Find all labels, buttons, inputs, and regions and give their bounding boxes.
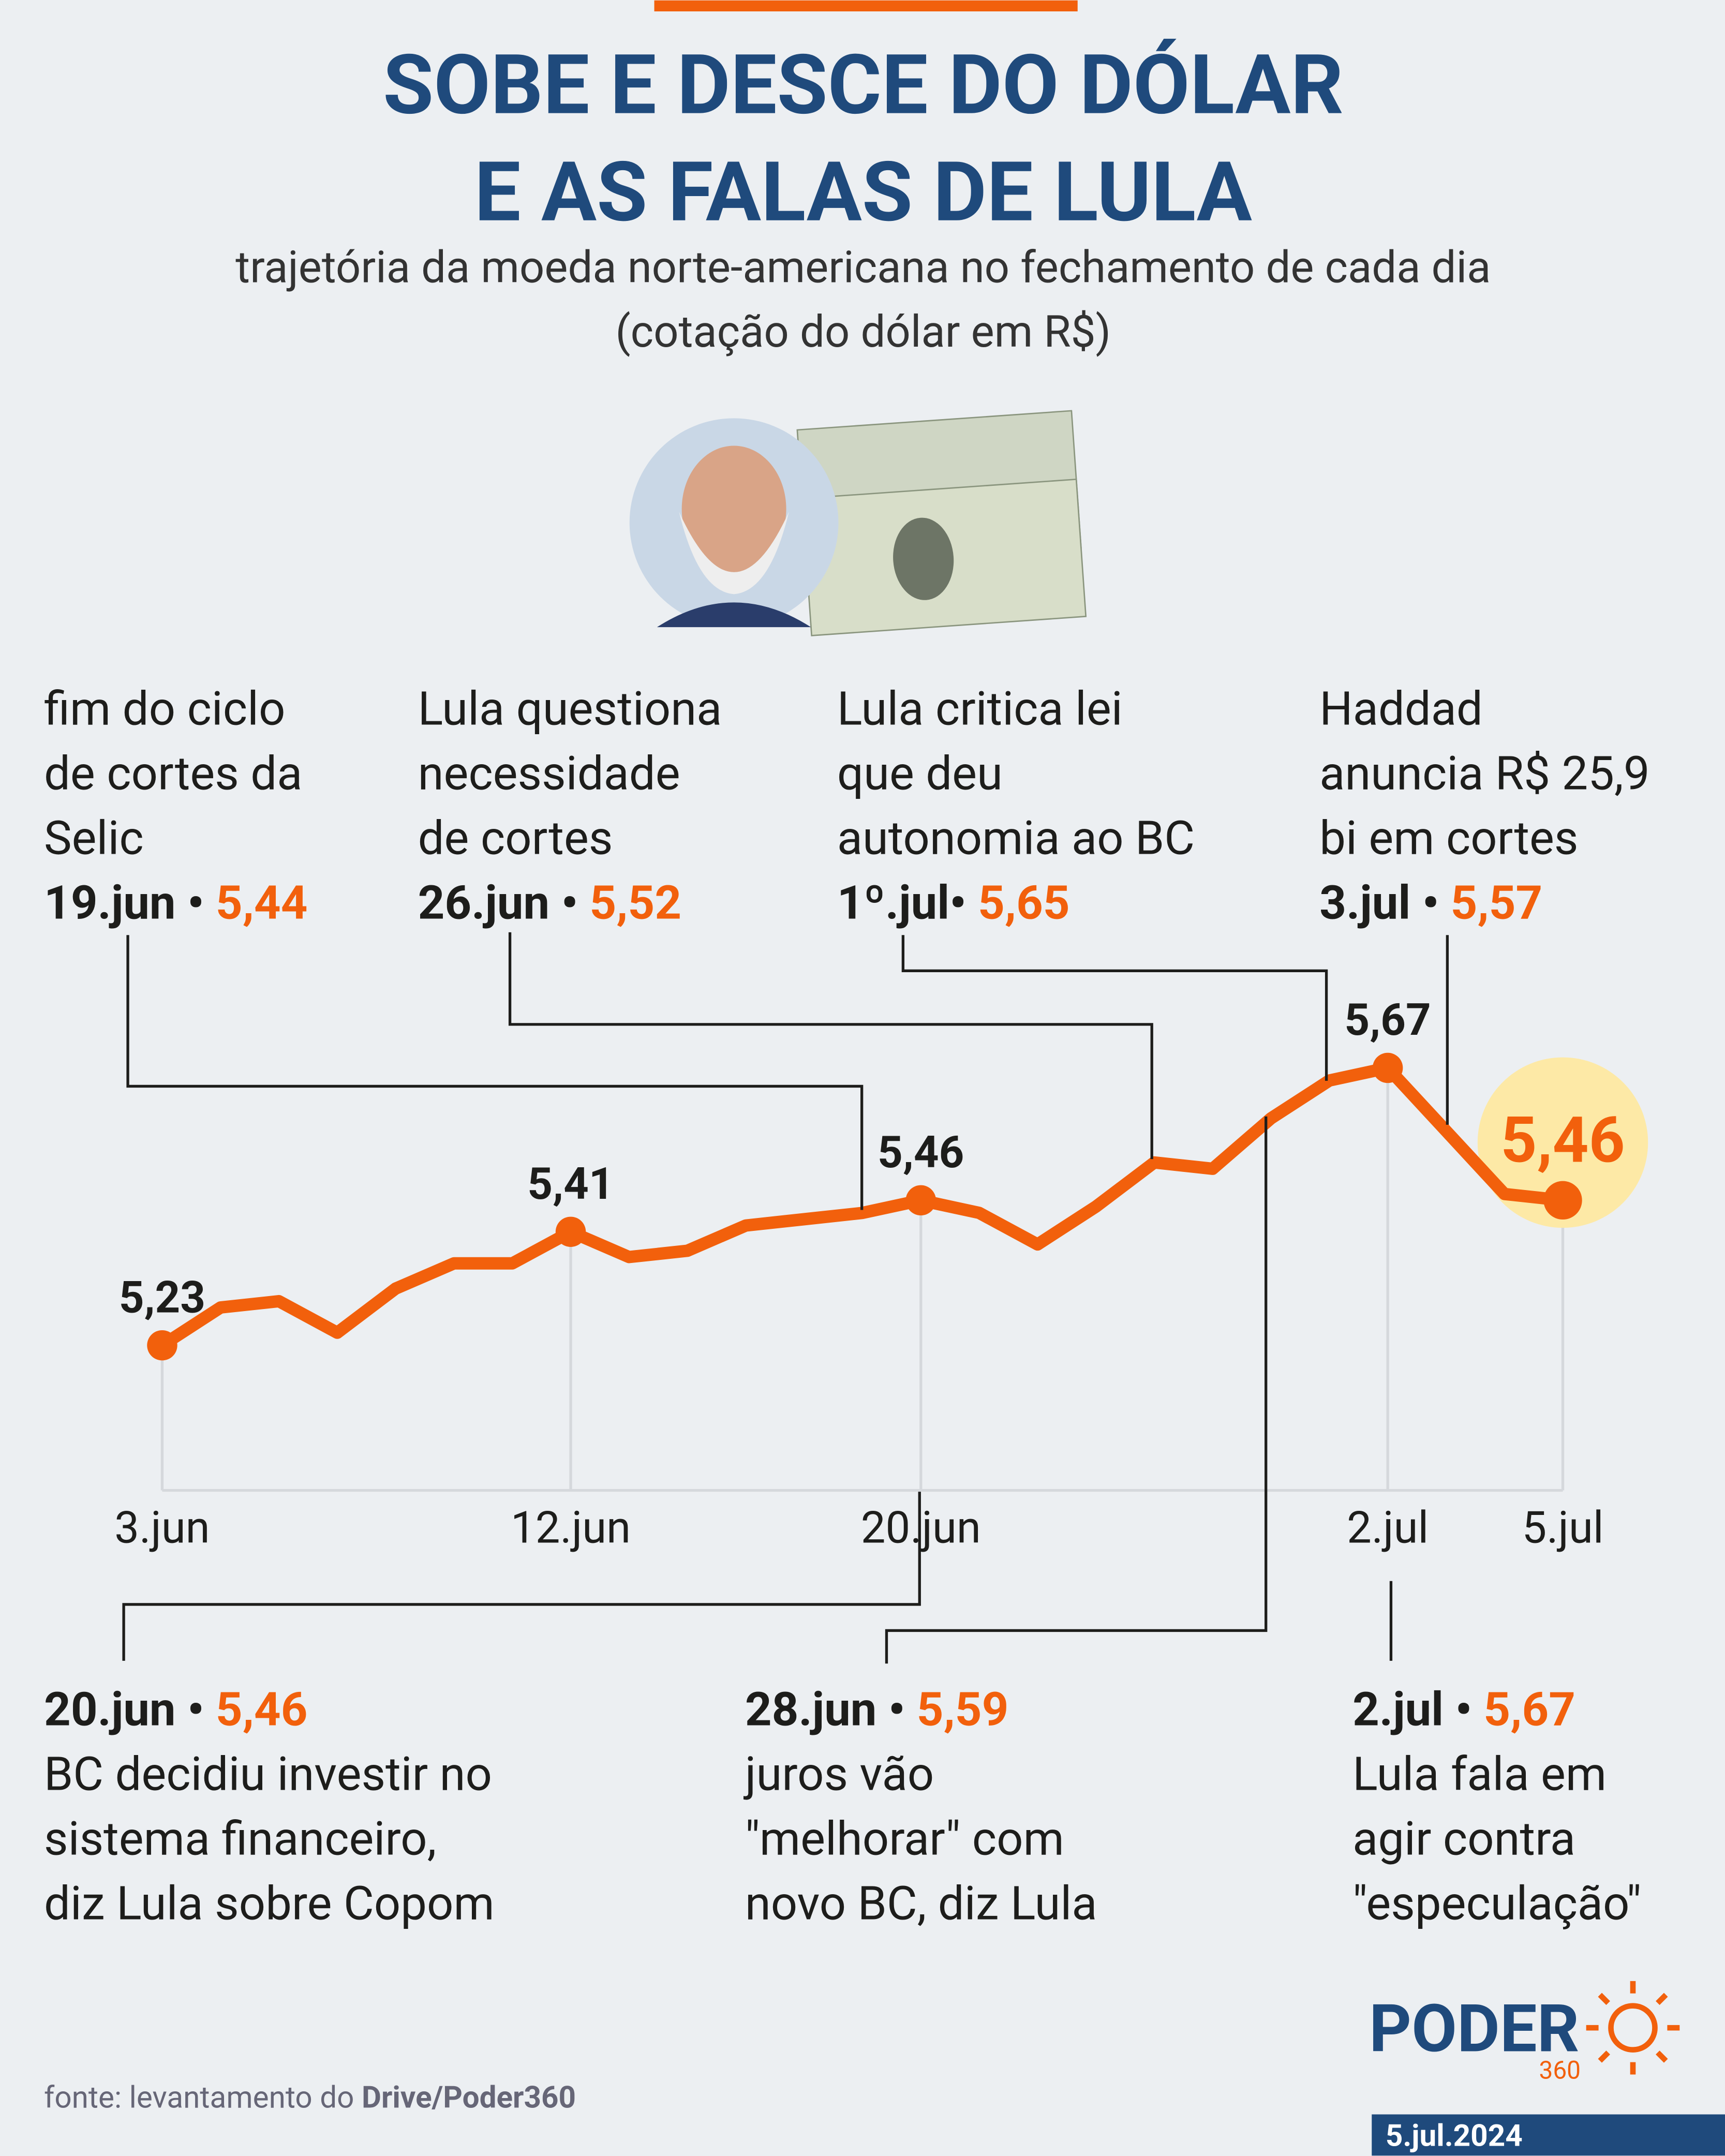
brand: PODER [1369,1990,1579,2068]
annotation-text: de cortes da [44,747,302,801]
annotation-date: 26.jun • [418,875,578,930]
subtitle: trajetória da moeda norte-americana no f… [235,241,1491,293]
suit [657,602,811,628]
annotation-date-line: 1º.jul• 5,65 [837,875,1070,930]
annotation-text: Haddad [1319,682,1482,737]
annotation-value: 5,59 [917,1683,1009,1737]
line [158,1061,1564,1351]
annotation-date: 20.jun • [44,1683,204,1737]
annotation-text: BC decidiu investir no [44,1747,492,1802]
leader-line [126,935,864,1210]
value-label: 5,67 [1345,994,1431,1046]
x-tick-label: 2.jul [1347,1501,1429,1553]
source-name: Drive/Poder360 [362,2080,576,2115]
annotation-date-line: 26.jun • 5,52 [418,875,682,930]
annotation-date-line: 19.jun • 5,44 [44,875,308,930]
annotation-date: 2.jul • [1352,1683,1472,1737]
date: 5.jul.2024 [1386,2119,1523,2154]
annotation-value: 5,57 [1451,875,1543,930]
source-text: fonte: levantamento do [44,2080,354,2115]
annotations: fim do ciclo de cortes da Selic 19.jun • 5,… [44,682,1650,1931]
annotation-text: "especulação" [1352,1876,1641,1931]
annotation-date: 3.jul • [1319,875,1439,930]
value-label: 5,23 [119,1271,205,1323]
annotation-text: agir contra [1352,1811,1575,1866]
point [905,1185,936,1216]
annotation-text: novo BC, diz Lula [745,1876,1097,1931]
annotation-value: 5,52 [589,875,681,930]
face [681,445,786,572]
annotation-date: 19.jun • [44,875,204,930]
subtitle: (cotação do dólar em R$) [616,306,1111,358]
annotation-date-line: 20.jun • 5,46 [44,1683,308,1737]
annotation-text: necessidade [418,747,680,801]
point [147,1330,177,1361]
top-bar [654,0,1078,11]
value-label: 5,46 [878,1126,964,1178]
x-tick-label: 5.jul [1522,1501,1604,1553]
beard [679,511,789,594]
annotation-text: Lula critica lei [837,682,1123,737]
annotation-date-line: 3.jul • 5,57 [1319,875,1542,930]
annotation-value: 5,65 [978,875,1070,930]
annotation-value: 5,46 [216,1683,308,1737]
x-tick-label: 3.jun [114,1501,210,1553]
highlight [1477,1057,1648,1228]
annotation-date: 28.jun • [745,1683,905,1737]
annotation-value: 5,44 [216,875,308,930]
annotation-text: diz Lula sobre Copom [44,1876,495,1931]
brand-number: 360 [1539,2056,1581,2085]
point [1543,1181,1582,1220]
date-bar [1372,2114,1725,2156]
annotation-text: que deu [837,747,1003,801]
leader-lines [122,932,1449,1664]
annotation-text: autonomia ao BC [837,811,1195,866]
annotation-text: Lula fala em [1352,1747,1607,1802]
annotation-text: bi em cortes [1319,811,1578,866]
x-tick-label: 12.jun [511,1501,631,1553]
sun-rays [1586,1981,1680,2075]
annotation-text: "melhorar" com [745,1811,1064,1866]
annotation-date-line: 28.jun • 5,59 [745,1683,1009,1737]
annotation-text: juros vão [743,1747,934,1802]
leader-line [901,935,1328,1081]
annotation-text: sistema financeiro, [44,1811,436,1866]
annotation-value: 5,67 [1483,1683,1575,1737]
source: fonte: levantamento do Drive/Poder360 [44,2080,576,2115]
leader-line [122,1492,921,1661]
annotation-text: de cortes [418,811,613,866]
annotation-date-line: 2.jul • 5,67 [1352,1683,1575,1737]
leader-line [508,932,1153,1159]
brand-sun [1586,1981,1680,2075]
title: SOBE E DESCE DO DÓLAR [383,37,1344,133]
illustration [629,410,1087,636]
point [1372,1052,1403,1083]
point [555,1216,586,1247]
annotation-date: 1º.jul• [837,875,966,930]
leader-line [885,1116,1268,1664]
value-label: 5,46 [1500,1103,1625,1177]
sun-core [1608,2003,1658,2053]
plot: 3.jun 12.jun 20.jun 2.jul 5.jul5,235,415,465… [114,994,1648,1553]
bill-portrait [893,517,954,600]
title: E AS FALAS DE LULA [474,144,1252,241]
annotation-text: anuncia R$ 25,9 [1319,747,1649,801]
annotation-text: fim do ciclo [44,682,285,737]
value-label: 5,41 [527,1158,614,1210]
annotation-text: Lula questiona [418,682,722,737]
annotation-text: Selic [44,811,144,866]
